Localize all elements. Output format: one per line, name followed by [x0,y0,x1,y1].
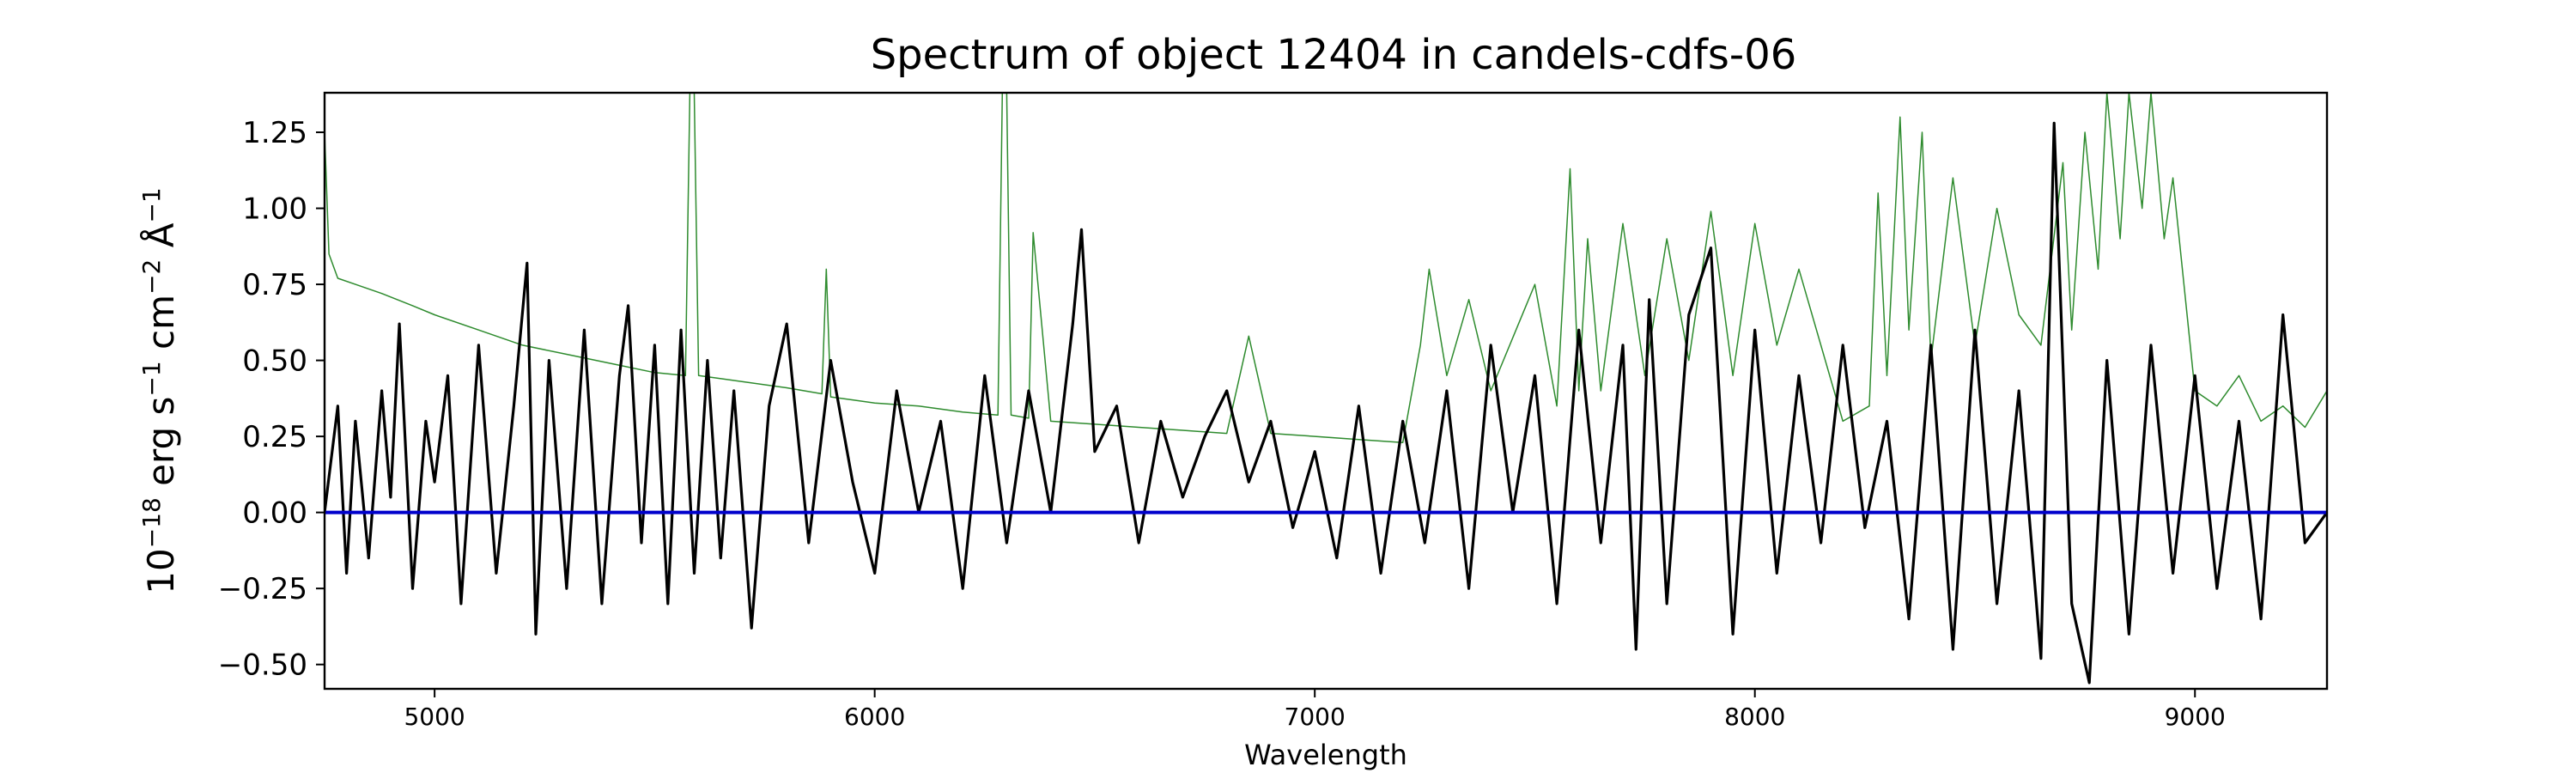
x-tick-label: 7000 [1285,703,1346,731]
y-tick-label: 0.50 [242,344,307,379]
y-tick-label: 0.00 [242,496,307,531]
y-tick-label: −0.50 [218,648,307,683]
y-tick-label: 1.00 [242,192,307,227]
x-axis-ticks: 5000 6000 7000 8000 9000 [404,689,2226,731]
x-tick-label: 9000 [2165,703,2226,731]
y-tick-label: 1.25 [242,116,307,150]
chart-title: Spectrum of object 12404 in candels-cdfs… [871,31,1797,79]
x-tick-label: 5000 [404,703,465,731]
flux-series-line [325,121,2327,685]
y-tick-label: 0.75 [242,268,307,302]
y-tick-label: 0.25 [242,420,307,454]
y-axis-ticks: −0.50 −0.25 0.00 0.25 0.50 0.75 1.00 1.25 [218,116,325,683]
y-tick-label: −0.25 [218,572,307,606]
plot-area [323,91,2329,691]
y-axis-label: 10−18 erg s−1 cm−2 Å−1 [137,187,182,593]
plot-frame [323,91,2329,691]
x-tick-label: 6000 [844,703,905,731]
error-series-line [325,93,2327,443]
x-tick-label: 8000 [1724,703,1785,731]
x-axis-label: Wavelength [1244,739,1407,771]
